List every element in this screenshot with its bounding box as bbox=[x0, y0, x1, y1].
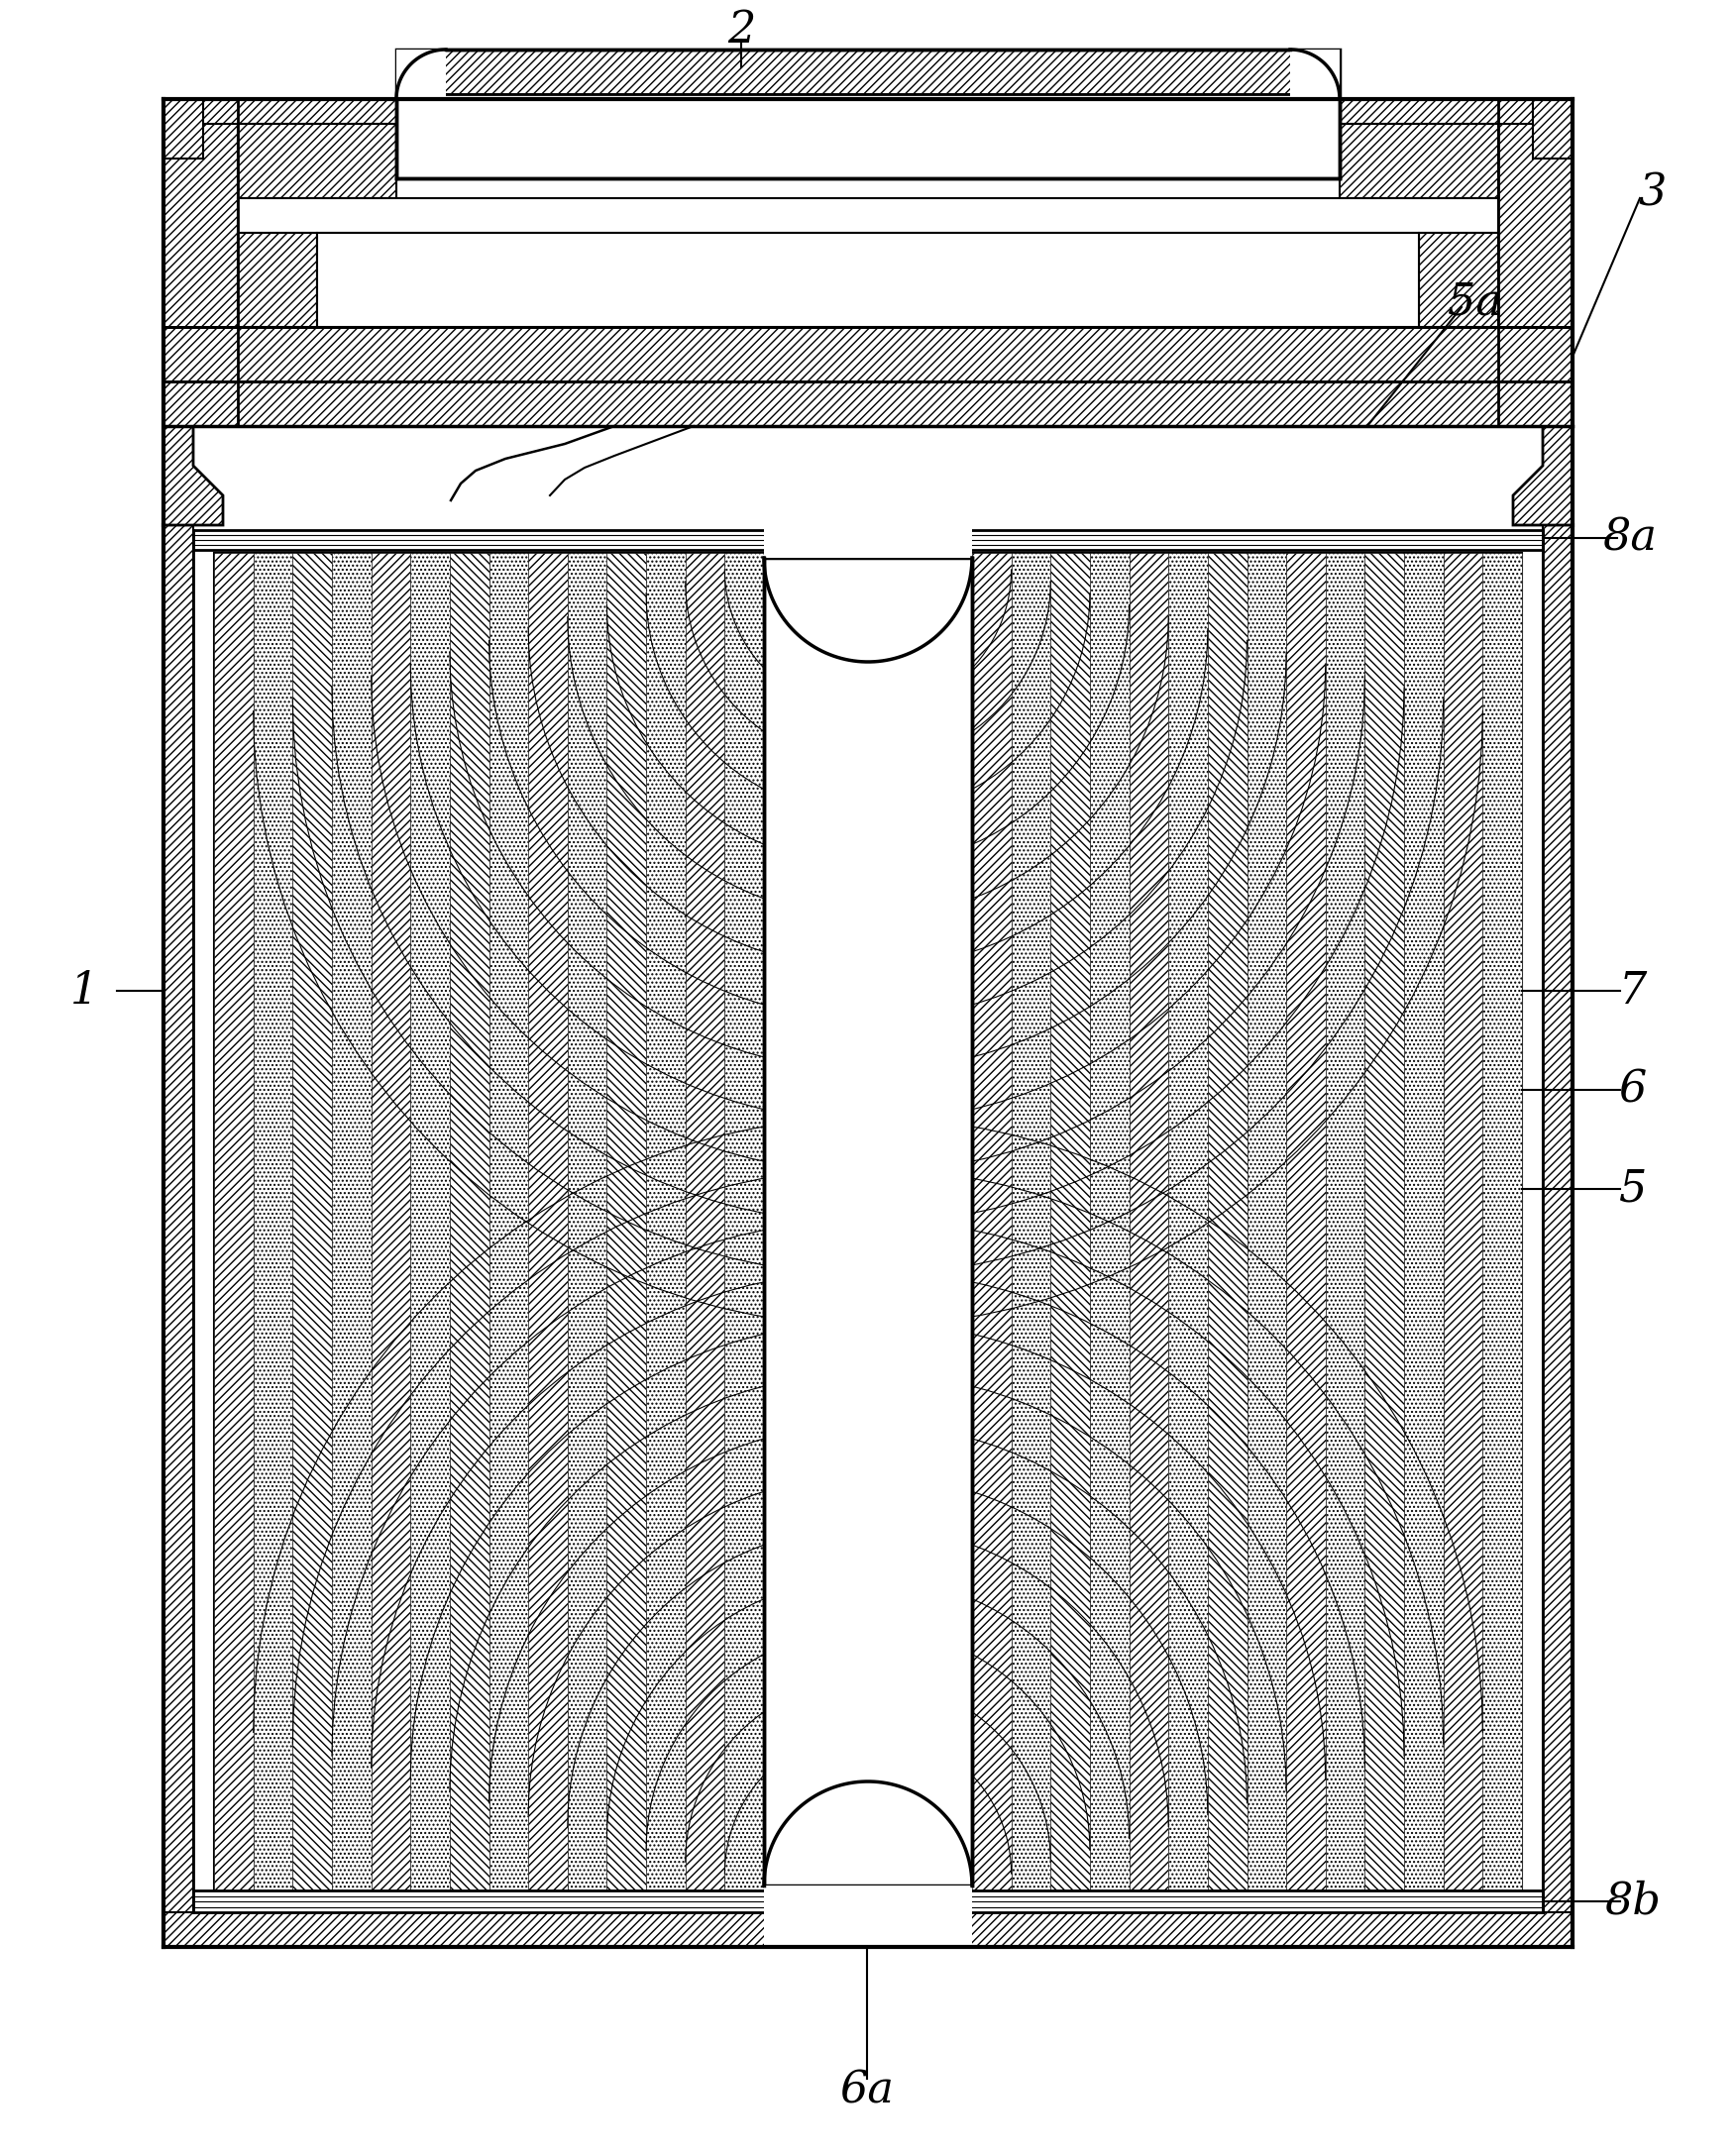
Polygon shape bbox=[238, 123, 396, 198]
Polygon shape bbox=[163, 427, 222, 526]
Polygon shape bbox=[568, 552, 608, 1891]
Polygon shape bbox=[1168, 552, 1208, 1891]
Polygon shape bbox=[724, 552, 764, 1891]
Polygon shape bbox=[238, 198, 1498, 233]
Polygon shape bbox=[1498, 99, 1573, 427]
Polygon shape bbox=[1012, 552, 1050, 1891]
Text: 8b: 8b bbox=[1604, 1880, 1661, 1923]
Polygon shape bbox=[764, 453, 972, 558]
Text: 3: 3 bbox=[1639, 172, 1667, 216]
Polygon shape bbox=[764, 558, 972, 1886]
Polygon shape bbox=[193, 1891, 1543, 1912]
Polygon shape bbox=[163, 526, 193, 1947]
Text: 6: 6 bbox=[1620, 1069, 1647, 1110]
Polygon shape bbox=[1514, 427, 1573, 526]
Polygon shape bbox=[396, 95, 1340, 179]
Polygon shape bbox=[214, 552, 1522, 1891]
Text: 5a: 5a bbox=[1448, 280, 1502, 323]
Polygon shape bbox=[163, 328, 1573, 382]
Polygon shape bbox=[163, 99, 238, 427]
Polygon shape bbox=[608, 552, 646, 1891]
Polygon shape bbox=[163, 1912, 1573, 1947]
Polygon shape bbox=[764, 1886, 972, 1990]
Polygon shape bbox=[450, 552, 490, 1891]
Polygon shape bbox=[686, 552, 724, 1891]
Polygon shape bbox=[396, 50, 446, 99]
Polygon shape bbox=[1290, 50, 1340, 99]
Polygon shape bbox=[1543, 526, 1573, 1947]
Text: 5: 5 bbox=[1620, 1169, 1647, 1210]
Polygon shape bbox=[1443, 552, 1483, 1891]
Polygon shape bbox=[253, 552, 293, 1891]
Polygon shape bbox=[972, 552, 1012, 1891]
Text: 6a: 6a bbox=[840, 2070, 894, 2113]
Polygon shape bbox=[1404, 552, 1443, 1891]
Polygon shape bbox=[163, 382, 1573, 427]
Polygon shape bbox=[1286, 552, 1326, 1891]
Polygon shape bbox=[1090, 552, 1128, 1891]
Polygon shape bbox=[1418, 233, 1498, 328]
Text: 7: 7 bbox=[1620, 970, 1647, 1011]
Polygon shape bbox=[163, 99, 1573, 123]
Polygon shape bbox=[410, 552, 450, 1891]
Polygon shape bbox=[646, 552, 686, 1891]
Polygon shape bbox=[396, 50, 1340, 95]
Text: 8a: 8a bbox=[1602, 517, 1658, 558]
Text: 2: 2 bbox=[727, 9, 755, 52]
Polygon shape bbox=[1364, 552, 1404, 1891]
Polygon shape bbox=[1128, 552, 1168, 1891]
Polygon shape bbox=[1533, 99, 1573, 160]
Polygon shape bbox=[163, 99, 203, 160]
Polygon shape bbox=[1050, 552, 1090, 1891]
Polygon shape bbox=[372, 552, 410, 1891]
Polygon shape bbox=[332, 552, 372, 1891]
Text: 1: 1 bbox=[69, 970, 99, 1011]
Polygon shape bbox=[490, 552, 528, 1891]
Polygon shape bbox=[1246, 552, 1286, 1891]
Polygon shape bbox=[1326, 552, 1364, 1891]
Polygon shape bbox=[214, 552, 253, 1891]
Polygon shape bbox=[318, 233, 1418, 328]
Polygon shape bbox=[528, 552, 568, 1891]
Polygon shape bbox=[193, 530, 1543, 550]
Polygon shape bbox=[1483, 552, 1522, 1891]
Polygon shape bbox=[1208, 552, 1246, 1891]
Polygon shape bbox=[238, 233, 318, 328]
Polygon shape bbox=[1340, 123, 1498, 198]
Polygon shape bbox=[293, 552, 332, 1891]
